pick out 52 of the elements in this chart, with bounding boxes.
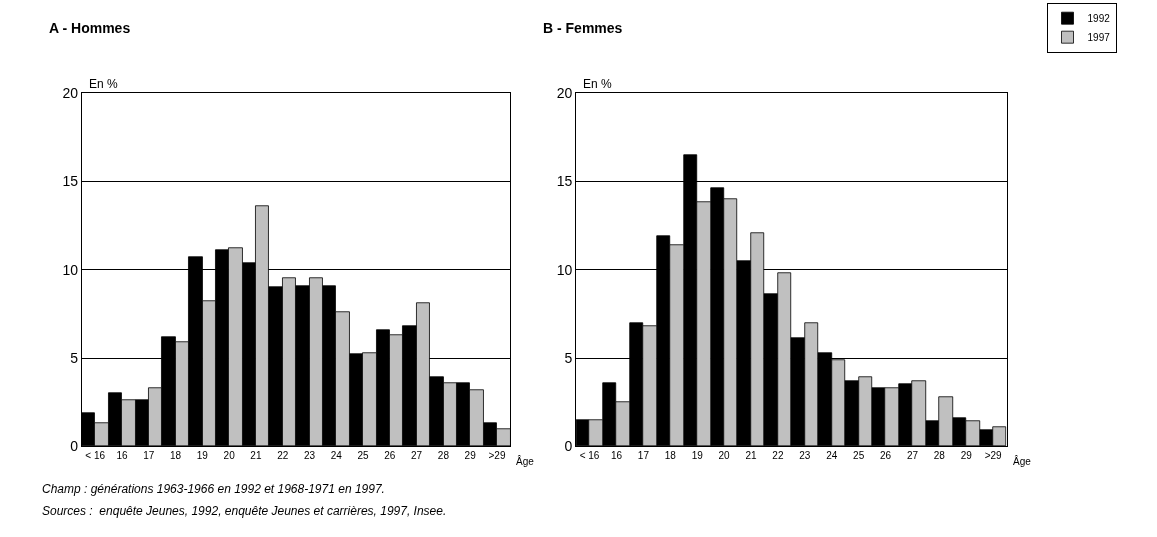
x-tick-label: >29 [984,450,1003,462]
x-tick-label: 28 [933,450,946,462]
chart-title: B - Femmes [543,20,623,36]
x-tick-label: 27 [906,450,919,462]
x-tick-label: 23 [799,450,811,462]
x-tick-label: 21 [250,450,262,462]
legend-label: 1992 [1087,13,1111,25]
x-tick-label: >29 [488,450,506,462]
y-tick-label: 20 [62,85,79,102]
text: Champ : générations 1963-1966 en 1992 et 1968-1971 en 1997. [42,482,385,496]
x-tick-label: 22 [772,450,784,462]
x-tick-label: < 16 [579,450,600,462]
y-tick-label: 20 [556,85,573,102]
y-tick-label: 5 [70,349,79,366]
x-tick-label: 24 [826,450,838,462]
x-tick-label: 21 [745,450,758,462]
x-tick-label: 19 [196,450,209,462]
x-tick-label: 26 [879,450,892,462]
source-note: Sources : enquête Jeunes, 1992, enquête Jeunes et carrières, 1997, Insee. [42,504,447,518]
x-tick-label: 17 [637,450,650,462]
x-tick-label: 18 [170,450,182,462]
y-tick-label: 0 [564,438,573,455]
x-tick-label: 20 [223,450,236,462]
x-tick-label: 23 [303,450,316,462]
y-tick-label: 5 [564,349,573,366]
x-tick-label: 22 [277,450,289,462]
x-tick-label: 20 [718,450,731,462]
y-tick-label: 10 [62,261,79,278]
y-axis-title: En % [583,77,613,91]
x-tick-label: 25 [357,450,370,462]
x-tick-label: 16 [610,450,623,462]
x-tick-label: 19 [691,450,704,462]
x-axis-title: Âge [1013,455,1032,467]
legend-label: 1997 [1087,32,1111,44]
x-tick-label: 16 [116,450,129,462]
y-axis-title: En % [89,77,119,91]
x-tick-label: 28 [437,450,450,462]
y-tick-label: 0 [70,438,79,455]
x-tick-label: 24 [330,450,343,462]
x-tick-label: 17 [143,450,155,462]
x-tick-label: 26 [384,450,396,462]
y-tick-label: 10 [556,261,573,278]
x-tick-label: 25 [853,450,865,462]
x-tick-label: 29 [960,450,973,462]
x-axis-title: Âge [516,455,535,467]
x-tick-label: 29 [464,450,477,462]
y-tick-label: 15 [62,173,79,190]
y-tick-label: 15 [556,173,573,190]
x-tick-label: 27 [411,450,423,462]
x-tick-label: 18 [664,450,677,462]
x-tick-label: < 16 [85,450,106,462]
chart-title: A - Hommes [49,20,131,36]
